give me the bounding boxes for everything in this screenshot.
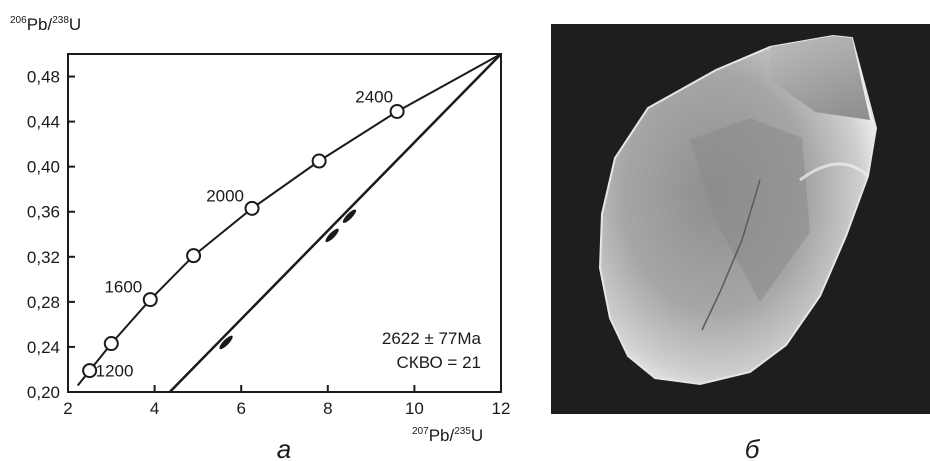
x-axis: 2 4 6 8 10 12	[63, 385, 510, 418]
age-annotation: 2622 ± 77Ma	[382, 329, 482, 348]
zircon-crack	[701, 179, 761, 331]
y-tick-label: 0,28	[27, 293, 60, 312]
zircon-facet-edge	[690, 118, 810, 302]
analysis-ellipse	[325, 228, 339, 243]
age-label: 2400	[355, 87, 393, 106]
mswd-annotation: СКВО = 21	[397, 353, 481, 372]
age-label: 2000	[206, 186, 244, 205]
plot-frame	[67, 53, 502, 393]
concordia-point	[311, 153, 327, 169]
panel-label-a: а	[277, 434, 291, 461]
concordia-point	[82, 363, 98, 379]
age-label: 1600	[104, 278, 142, 297]
concordia-point	[103, 336, 119, 352]
x-tick-label: 4	[150, 399, 159, 418]
zircon-facet	[770, 36, 870, 120]
discordia-line	[168, 53, 502, 393]
concordia-point	[186, 248, 202, 264]
concordia-point	[389, 103, 405, 119]
y-tick-label: 0,40	[27, 158, 60, 177]
zircon-photo-panel: б	[551, 24, 930, 461]
panel-label-b: б	[745, 434, 761, 461]
x-tick-label: 10	[405, 399, 424, 418]
x-tick-label: 12	[492, 399, 511, 418]
analysis-ellipse	[219, 335, 233, 350]
age-label: 1200	[96, 362, 134, 381]
y-tick-label: 0,48	[27, 68, 60, 87]
x-axis-title: 207Pb/235U	[412, 426, 483, 445]
y-tick-label: 0,20	[27, 383, 60, 402]
x-tick-label: 2	[63, 399, 72, 418]
y-tick-label: 0,44	[27, 113, 60, 132]
y-axis: 0,20 0,24 0,28 0,32 0,36 0,40 0,44 0,48	[27, 68, 75, 402]
chart-panel: 0,200,240,280,320,360,400,440,48 2 4 6 8 10 1…	[10, 15, 510, 461]
x-tick-label: 8	[323, 399, 332, 418]
chart-points: 1200 1600 2000 2400	[82, 87, 405, 381]
concordia-point	[142, 292, 158, 308]
concordia-point	[244, 200, 260, 216]
x-tick-label: 6	[236, 399, 245, 418]
y-tick-label: 0,32	[27, 248, 60, 267]
y-axis-title: 206Pb/238U	[10, 15, 81, 34]
y-tick-label: 0,24	[27, 338, 60, 357]
analysis-ellipse	[342, 209, 357, 223]
y-tick-label: 0,36	[27, 203, 60, 222]
zircon-rim-highlight	[799, 162, 870, 182]
